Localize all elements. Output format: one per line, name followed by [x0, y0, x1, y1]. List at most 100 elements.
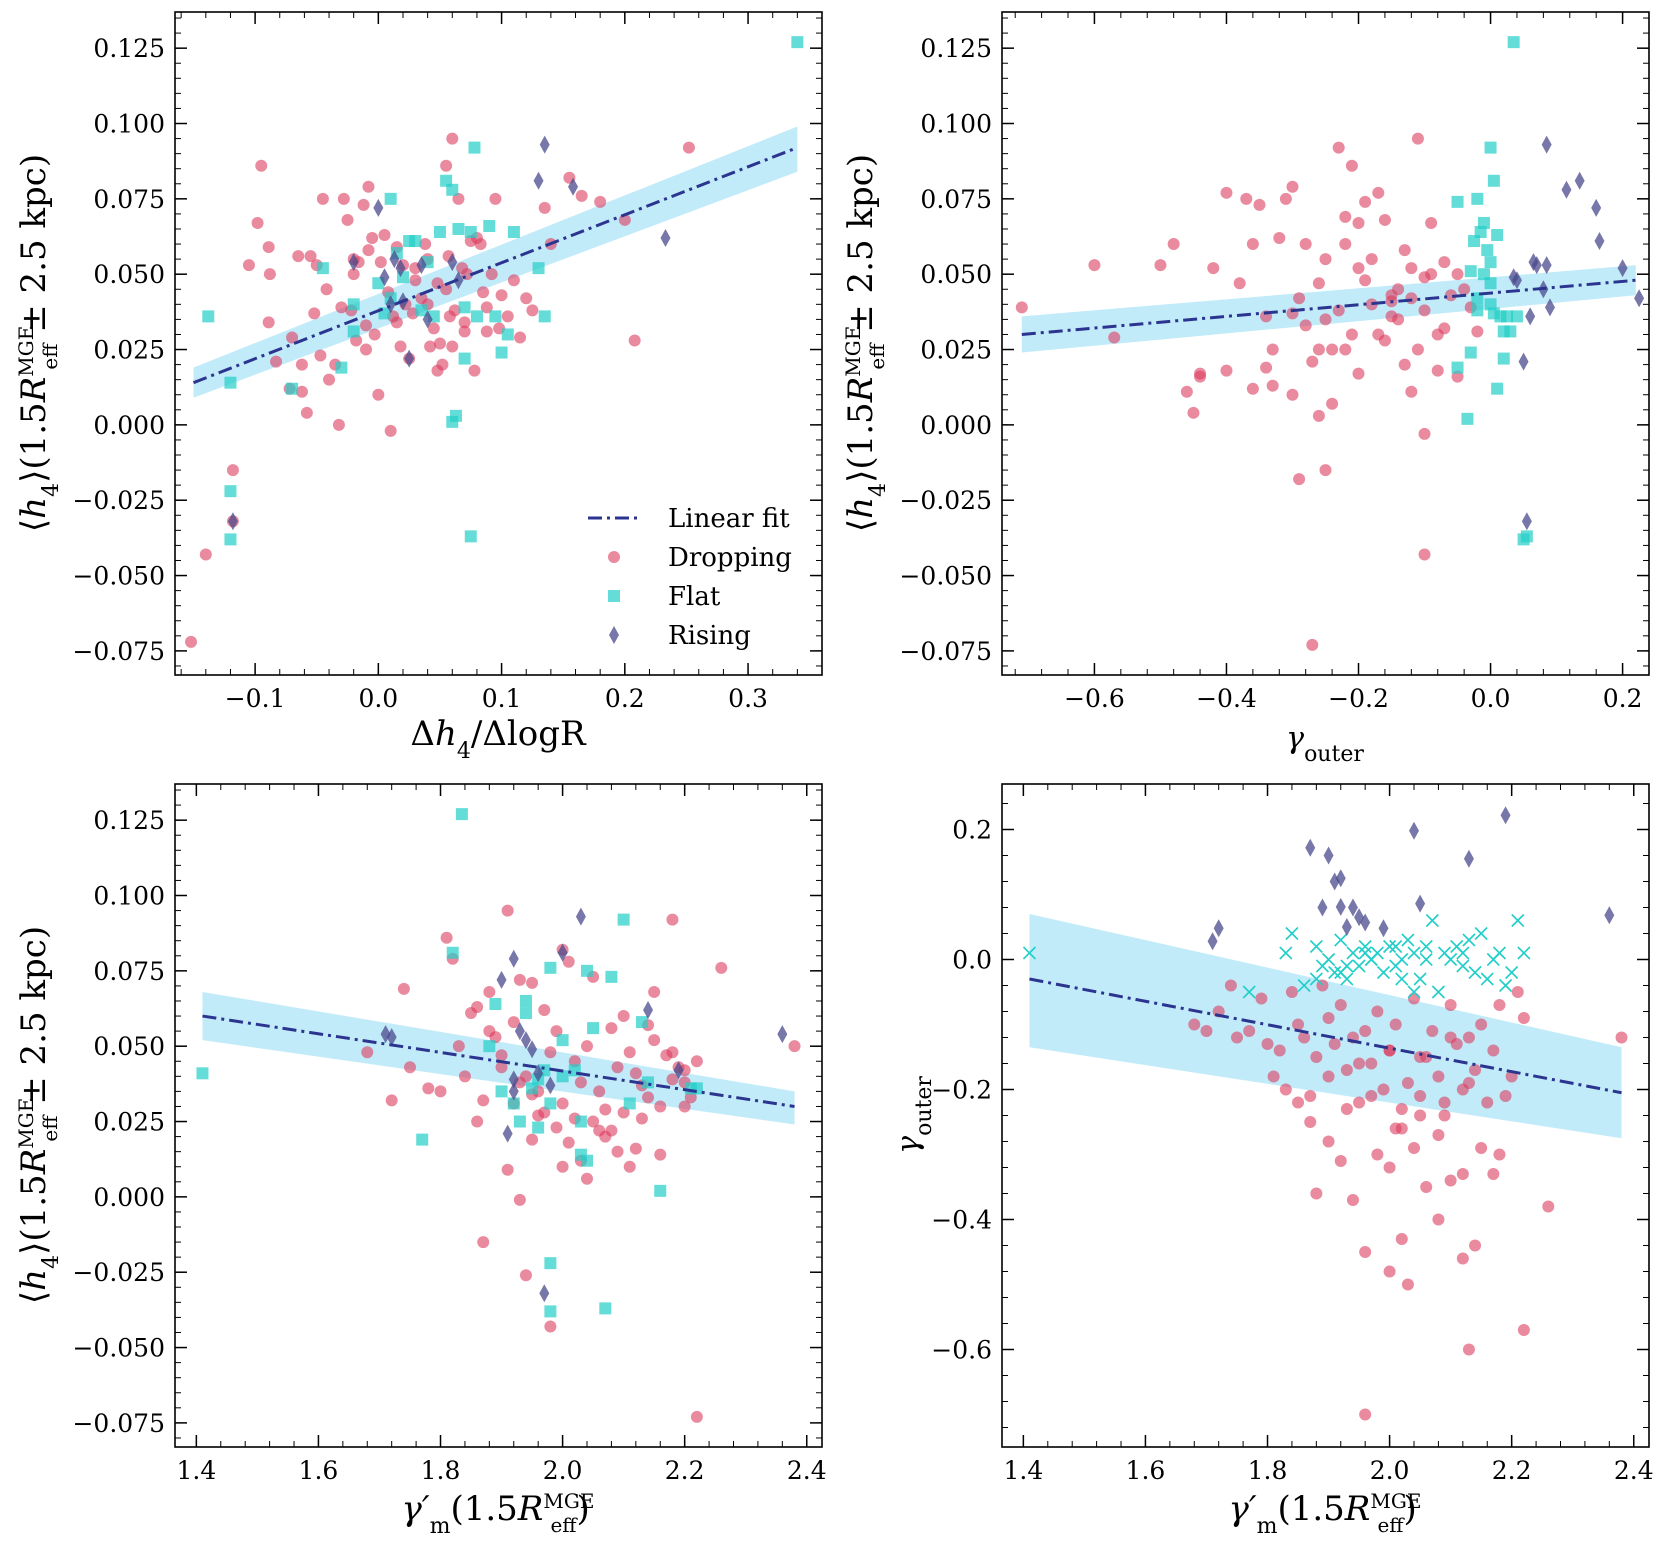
panel-a-h4-vs-dh4dlogr: −0.1 0.0 0.1 0.2 0.3 −0.075 −0.050 −0.025 0.000 0…	[72, 11, 823, 713]
point-dropping	[1481, 1096, 1494, 1109]
point-dropping	[1451, 370, 1464, 383]
point-rising	[1531, 256, 1542, 275]
point-rising	[1561, 180, 1572, 199]
fit-confidence-band	[193, 126, 798, 398]
point-flat	[1505, 965, 1519, 980]
legend-rising-label: Rising	[668, 621, 751, 651]
point-dropping	[1411, 132, 1424, 145]
legend-dropping-label: Dropping	[668, 543, 792, 573]
point-dropping	[532, 1109, 545, 1122]
point-dropping	[477, 1094, 490, 1107]
point-rising	[1591, 198, 1602, 217]
point-flat	[1491, 382, 1504, 395]
point-dropping	[581, 1172, 594, 1185]
point-dropping	[263, 268, 276, 281]
point-rising	[575, 907, 586, 926]
point-dropping	[617, 1010, 630, 1023]
point-flat	[416, 1133, 429, 1146]
y-axis-label: γouter	[891, 1076, 937, 1154]
y-tick-label: 0.100	[920, 110, 992, 139]
point-dropping	[1389, 1122, 1402, 1135]
point-dropping	[1312, 409, 1325, 422]
y-tick-label: 0.0	[952, 946, 992, 975]
point-flat	[1471, 192, 1484, 205]
point-flat	[544, 1257, 557, 1270]
point-dropping	[1405, 292, 1418, 305]
point-flat	[1491, 229, 1504, 242]
point-rising	[1335, 897, 1346, 916]
point-dropping	[1286, 388, 1299, 401]
point-dropping	[443, 310, 456, 323]
y-axis-label: ⟨h4⟩(1.5RMGEeff ± 2.5 kpc)	[14, 926, 64, 1304]
point-flat	[519, 1007, 532, 1020]
point-flat	[1520, 530, 1533, 543]
point-flat	[446, 415, 459, 428]
point-rising	[557, 943, 568, 962]
point-dropping	[242, 259, 255, 272]
point-dropping	[452, 192, 465, 205]
y-tick-label: −0.2	[931, 1076, 992, 1105]
point-rising	[496, 970, 507, 989]
point-dropping	[440, 283, 453, 296]
point-dropping	[1286, 180, 1299, 193]
point-dropping	[347, 268, 360, 281]
point-dropping	[1517, 1012, 1530, 1024]
point-dropping	[593, 1085, 606, 1098]
point-dropping	[1312, 277, 1325, 290]
point-flat	[1474, 926, 1488, 941]
series-dropping	[1188, 979, 1628, 1421]
point-dropping	[617, 1106, 630, 1119]
point-flat	[1480, 972, 1494, 986]
y-tick-label: 0.075	[920, 185, 992, 214]
point-dropping	[1517, 1324, 1530, 1336]
point-dropping	[1398, 358, 1411, 371]
point-dropping	[1261, 1038, 1274, 1050]
axes-frame	[174, 783, 823, 1448]
legend-fit-label: Linear fit	[668, 504, 790, 534]
point-flat	[483, 1040, 496, 1053]
point-dropping	[1432, 1213, 1445, 1226]
point-rising	[527, 1040, 538, 1059]
point-dropping	[1312, 343, 1325, 356]
point-flat	[1389, 939, 1403, 954]
point-dropping	[513, 1193, 526, 1206]
point-dropping	[1456, 1168, 1469, 1180]
point-rising	[1541, 135, 1552, 154]
point-flat	[1413, 972, 1427, 986]
point-dropping	[581, 1040, 594, 1053]
point-dropping	[440, 159, 453, 172]
point-flat	[1497, 352, 1510, 365]
point-rising	[1500, 806, 1511, 825]
legend-flat-label: Flat	[668, 582, 721, 612]
legend-dropping-swatch	[608, 551, 620, 563]
point-dropping	[1405, 385, 1418, 398]
y-tick-label: 0.2	[952, 816, 992, 845]
point-dropping	[654, 1100, 667, 1113]
point-dropping	[635, 1112, 648, 1125]
x-tick-label: 0.2	[605, 684, 645, 713]
point-dropping	[403, 1061, 416, 1074]
point-dropping	[1401, 1077, 1414, 1089]
point-flat	[1484, 298, 1497, 311]
point-flat	[617, 913, 630, 926]
point-dropping	[1414, 1109, 1427, 1122]
point-dropping	[1444, 999, 1457, 1011]
point-dropping	[1438, 322, 1451, 335]
point-flat	[1464, 265, 1477, 278]
point-dropping	[1438, 1096, 1451, 1109]
point-dropping	[1420, 1181, 1433, 1193]
point-dropping	[1426, 1025, 1439, 1037]
point-dropping	[431, 277, 444, 290]
point-dropping	[628, 334, 641, 347]
point-flat	[1511, 913, 1525, 928]
y-axis-label: ⟨h4⟩(1.5RMGEeff ± 2.5 kpc)	[841, 154, 891, 532]
point-dropping	[495, 289, 508, 302]
point-flat	[1484, 256, 1497, 269]
y-tick-label: 0.025	[93, 336, 165, 365]
point-dropping	[384, 424, 397, 437]
point-dropping	[1345, 159, 1358, 172]
point-dropping	[507, 274, 520, 287]
point-flat	[1309, 972, 1323, 986]
point-dropping	[1299, 238, 1312, 251]
point-flat	[1425, 913, 1439, 928]
